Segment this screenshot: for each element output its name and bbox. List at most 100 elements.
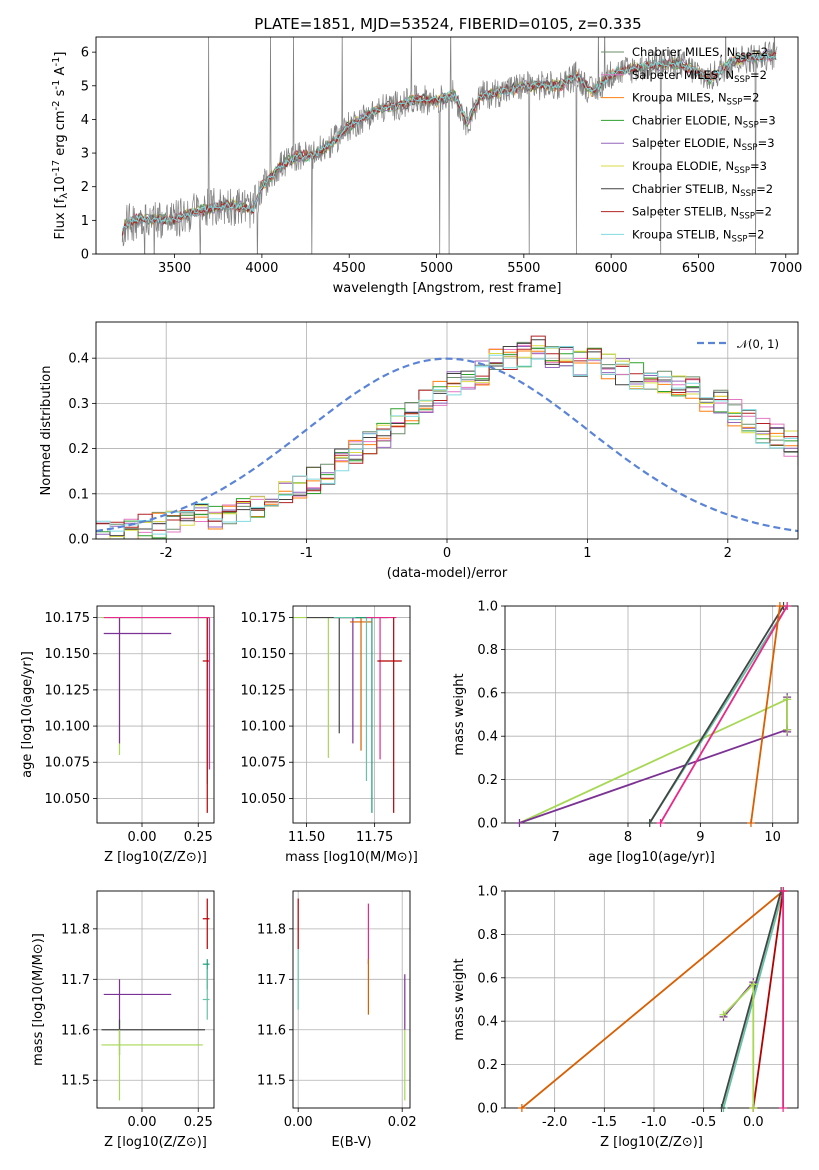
axes-frame xyxy=(95,321,799,540)
y-tick-label: 0 xyxy=(81,248,89,263)
mass-weight-marker xyxy=(783,695,792,704)
x-tick-label: 8 xyxy=(624,830,632,845)
x-axis-label: wavelength [Angstrom, rest frame] xyxy=(333,281,562,296)
y-axis-label: mass weight xyxy=(452,958,467,1040)
legend-entry: Salpeter ELODIE, NSSP=3 xyxy=(632,136,775,153)
x-tick-label: 0.00 xyxy=(128,1115,157,1130)
y-tick-label: 1 xyxy=(81,214,89,229)
y-tick-label: 10.125 xyxy=(241,683,287,698)
y-tick-label: 10.175 xyxy=(241,611,287,626)
x-tick-label: 0.00 xyxy=(284,1115,313,1130)
x-tick-label: 11.75 xyxy=(356,830,393,845)
y-tick-label: 0.0 xyxy=(477,817,498,832)
y-tick-label: 10.175 xyxy=(45,611,91,626)
y-axis-label: Normed distribution xyxy=(39,366,54,496)
y-tick-label: 11.5 xyxy=(61,1074,90,1089)
x-tick-label: 1 xyxy=(583,546,591,561)
x-axis-label: Z [log10(Z/Z⊙)] xyxy=(600,1135,703,1150)
age_vs_Z-panel: 0.00 0.25 10.050 10.075 10.100 10.125 10.150 10… xyxy=(20,605,215,865)
y-tick-label: 11.8 xyxy=(61,922,90,937)
y-tick-label: 10.050 xyxy=(241,792,287,807)
x-tick-label: 10 xyxy=(764,830,781,845)
y-axis-label-part: s xyxy=(53,89,68,100)
x-tick-label: 9 xyxy=(696,830,704,845)
y-axis-label-part: -2 xyxy=(51,100,62,110)
x-tick-label: -2.0 xyxy=(542,1115,567,1130)
legend-entry: Chabrier STELIB, NSSP=2 xyxy=(632,182,773,199)
legend-sub: SSP xyxy=(742,143,758,153)
y-axis-label-part: 10 xyxy=(53,176,68,193)
y-tick-label: 10.075 xyxy=(45,756,91,771)
x-tick-label: 7 xyxy=(552,830,560,845)
y-tick-label: 0.3 xyxy=(68,397,89,412)
residual-histogram xyxy=(96,335,798,531)
legend-text: =3 xyxy=(759,113,776,127)
x-axis-label: E(B-V) xyxy=(331,1135,371,1150)
legend-entry: Salpeter STELIB, NSSP=2 xyxy=(632,205,772,222)
legend-text: Salpeter MILES, N xyxy=(632,68,734,82)
y-axis-label-part: Flux [f xyxy=(53,198,68,239)
spectrum-data-line xyxy=(121,37,778,254)
x-axis-label: (data-model)/error xyxy=(387,566,508,581)
y-axis-label: mass weight xyxy=(452,673,467,755)
x-axis-label: Z [log10(Z/Z⊙)] xyxy=(104,850,207,865)
mass-weight-marker xyxy=(645,819,654,827)
x-tick-label: -1 xyxy=(300,546,313,561)
spectrum-plot-area xyxy=(121,37,778,254)
legend-text: =2 xyxy=(756,182,773,196)
y-tick-label: 0.6 xyxy=(477,686,498,701)
legend-text: =3 xyxy=(758,136,775,150)
y-tick-label: 0.2 xyxy=(68,442,89,457)
mass-weight-marker xyxy=(656,819,665,827)
legend-sub: SSP xyxy=(732,234,748,244)
mass-weight-marker xyxy=(749,1104,758,1112)
y-tick-label: 11.7 xyxy=(257,973,286,988)
legend-entry: Kroupa STELIB, NSSP=2 xyxy=(632,227,764,244)
y-tick-label: 10.150 xyxy=(45,647,91,662)
mass-weight-line xyxy=(519,698,788,823)
y-tick-label: 0.4 xyxy=(477,1015,498,1030)
mass-weight-marker xyxy=(779,1104,788,1112)
y-tick-label: 0.4 xyxy=(68,352,89,367)
residual-histogram xyxy=(96,346,798,535)
legend-text: =2 xyxy=(747,227,764,241)
x-tick-label: 0 xyxy=(443,546,451,561)
y-axis-label-part: -1 xyxy=(51,57,62,67)
mass-weight-marker xyxy=(746,819,755,827)
x-tick-label: -0.5 xyxy=(691,1115,716,1130)
legend-text: =2 xyxy=(750,68,767,82)
spectrum-model-series-top xyxy=(121,52,777,232)
legend-sub: SSP xyxy=(727,98,743,108)
age_vs_mass-panel: 11.50 11.75 10.050 10.075 10.100 10.125 10.150… xyxy=(241,605,418,865)
x-tick-label: 4000 xyxy=(245,261,278,276)
axes-frame xyxy=(504,890,799,1109)
legend-sub: SSP xyxy=(734,166,750,176)
x-tick-label: -2 xyxy=(160,546,173,561)
y-axis-label: mass [log10(M/M⊙)] xyxy=(31,933,46,1066)
x-axis-label: age [log10(age/yr)] xyxy=(588,850,715,865)
mass-weight-line xyxy=(519,728,788,823)
legend-sub: SSP xyxy=(739,212,755,222)
y-tick-label: 0.2 xyxy=(477,773,498,788)
y-tick-label: 11.6 xyxy=(257,1023,286,1038)
mass-weight-line xyxy=(659,606,788,823)
y-axis-label-part: A xyxy=(53,66,68,79)
x-tick-label: 5000 xyxy=(420,261,453,276)
x-axis-label: mass [log10(M/M⊙)] xyxy=(285,850,418,865)
mass-weight-line xyxy=(752,891,784,1108)
legend-text: =2 xyxy=(751,45,768,59)
mass-weight-marker xyxy=(779,887,788,895)
y-tick-label: 5 xyxy=(81,79,89,94)
x-tick-label: 0.25 xyxy=(184,830,213,845)
legend-text: Kroupa MILES, N xyxy=(632,91,727,105)
y-tick-label: 10.125 xyxy=(45,683,91,698)
mass_weight_vs_Z-plot-area xyxy=(505,891,798,1108)
legend-text: =2 xyxy=(755,205,772,219)
mass-weight-marker xyxy=(749,980,758,989)
mass-weight-marker xyxy=(515,819,524,827)
legend-text: Chabrier STELIB, N xyxy=(632,182,740,196)
y-axis-label-part: -1 xyxy=(51,80,62,90)
y-axis-label: age [log10(age/yr)] xyxy=(20,651,35,778)
axes-frame xyxy=(292,890,411,1109)
